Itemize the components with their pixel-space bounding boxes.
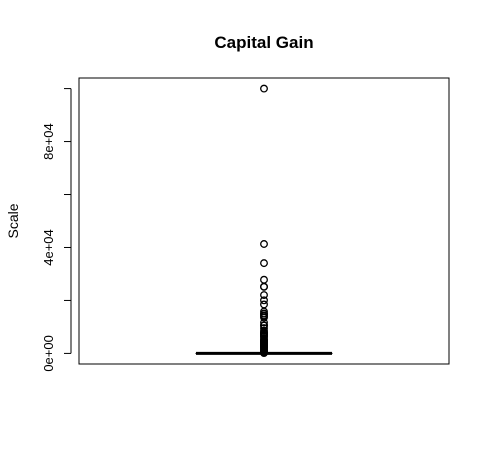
y-tick-label: 8e+04	[41, 123, 56, 160]
outlier-point	[260, 300, 268, 309]
y-axis: 0e+00 4e+04 8e+04	[41, 88, 72, 372]
outlier-group	[260, 84, 268, 358]
outlier-point	[260, 349, 268, 358]
y-tick-label: 0e+00	[41, 335, 56, 372]
y-tick-label: 4e+04	[41, 229, 56, 266]
outlier-point	[260, 318, 268, 327]
outlier-point	[260, 313, 268, 322]
outlier-point	[260, 259, 268, 268]
plot-frame	[78, 77, 450, 365]
outlier-point	[260, 240, 268, 248]
y-axis-label: Scale	[5, 203, 21, 238]
outlier-point	[260, 291, 268, 299]
outlier-point	[260, 275, 268, 284]
outlier-point	[260, 296, 268, 305]
outlier-point	[260, 282, 268, 291]
chart-title: Capital Gain	[214, 33, 313, 52]
outlier-point	[260, 84, 268, 93]
